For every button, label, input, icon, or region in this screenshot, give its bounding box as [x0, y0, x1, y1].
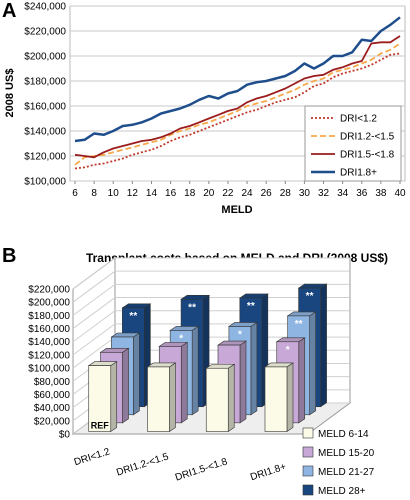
category-label: DRI1.2-<1.5	[115, 451, 170, 478]
y-tick-label: $40,000	[34, 403, 71, 414]
y-tick-label: $220,000	[28, 285, 70, 296]
bar	[205, 367, 229, 432]
x-tick-label: 26	[261, 188, 273, 199]
y-tick-label: $140,000	[28, 337, 70, 348]
x-tick-label: 38	[375, 188, 387, 199]
y-tick-label: $60,000	[34, 390, 71, 401]
x-tick-label: 12	[127, 188, 139, 199]
significance-label: **	[188, 302, 196, 313]
y-tick-label: $140,000	[24, 127, 66, 138]
series-line-0	[74, 52, 401, 170]
gridline	[72, 270, 350, 303]
series-line-1	[74, 42, 401, 166]
y-tick-label: $80,000	[34, 377, 71, 388]
gridline	[72, 323, 350, 356]
bar-side	[122, 347, 129, 424]
x-tick-label: 30	[299, 188, 311, 199]
x-tick-label: 22	[222, 188, 234, 199]
x-tick-label: 40	[394, 188, 406, 199]
legend-label: MELD 15-20	[318, 448, 375, 459]
bar-side	[191, 325, 199, 416]
x-tick-label: 16	[165, 188, 177, 199]
x-tick-label: 18	[184, 188, 196, 199]
y-tick-label: $240,000	[24, 2, 66, 13]
legend-swatch	[302, 446, 314, 458]
bar-side	[110, 361, 118, 433]
reference-label: REF	[91, 421, 110, 431]
line-chart: $100,000 $120,000 $140,000 $160,000 $180,000…	[4, 2, 406, 217]
legend-label: DRI1.2-<1.5	[340, 132, 395, 143]
gridline	[72, 257, 350, 290]
x-axis-label: MELD	[221, 204, 252, 216]
y-tick-label: $180,000	[24, 77, 66, 88]
legend-label: MELD 21-27	[318, 467, 375, 478]
bar-side	[180, 341, 188, 424]
bar	[88, 365, 112, 432]
legend-swatch	[302, 465, 314, 477]
panel-b-letter: B	[2, 245, 16, 267]
bar-side	[169, 362, 176, 433]
legend-label: DRI<1.2	[340, 114, 377, 125]
significance-label: **	[306, 291, 314, 302]
bar-side	[250, 321, 258, 416]
bar-side	[309, 311, 316, 416]
x-tick-label: 36	[356, 188, 368, 199]
legend-swatch	[302, 484, 314, 496]
x-tick-label: 20	[203, 188, 215, 199]
x-tick-label: 28	[280, 188, 292, 199]
x-tick-label: 32	[318, 188, 330, 199]
y-tick-label: $100,000	[28, 364, 70, 375]
y-tick-label: $160,000	[24, 102, 66, 113]
y-tick-label: $120,000	[24, 152, 66, 163]
y-tick-label: $0	[59, 430, 71, 441]
x-tick-label: 34	[337, 188, 349, 199]
bar-side	[286, 362, 294, 433]
legend-swatch	[302, 427, 314, 439]
panel-a-letter: A	[2, 0, 16, 22]
bar	[147, 366, 170, 432]
y-tick-label: $180,000	[28, 311, 70, 322]
bar-side	[239, 340, 247, 424]
y-tick-label: $120,000	[28, 350, 70, 361]
bar-side	[133, 332, 140, 416]
y-tick-label: $160,000	[28, 324, 70, 335]
y-tick-label: $20,000	[34, 416, 71, 427]
significance-label: *	[179, 333, 183, 344]
bar-side	[298, 337, 306, 424]
gridline	[72, 283, 350, 316]
significance-label: **	[295, 319, 303, 330]
legend-label: DRI1.8+	[340, 168, 377, 179]
y-tick-label: $200,000	[28, 298, 70, 309]
series-line-2	[74, 35, 401, 159]
bar-chart-3d: Transplant costs based on MELD and DRI (…	[28, 251, 388, 497]
bar-side	[320, 283, 327, 408]
y-tick-label: $100,000	[24, 177, 66, 188]
significance-label: *	[238, 329, 242, 340]
gridline	[72, 310, 350, 343]
x-tick-label: 14	[146, 188, 158, 199]
y-axis-label: 2008 US$	[4, 69, 16, 118]
y-tick-label: $200,000	[24, 52, 66, 63]
x-tick-label: 10	[108, 188, 120, 199]
significance-label: **	[247, 301, 255, 312]
y-tick-label: $220,000	[24, 27, 66, 38]
bar	[264, 366, 288, 432]
category-label: DRI1.8+	[249, 461, 288, 483]
x-tick-label: 24	[241, 188, 253, 199]
x-tick-label: 6	[72, 188, 78, 199]
bar-side	[227, 363, 235, 433]
gridline	[72, 297, 350, 329]
significance-label: **	[129, 311, 137, 322]
significance-label: *	[286, 345, 290, 356]
category-label: DRI<1.2	[73, 446, 112, 468]
series-line-3	[74, 16, 401, 143]
x-tick-label: 8	[91, 188, 97, 199]
category-label: DRI1.5-<1.8	[174, 456, 229, 483]
legend-label: MELD 6-14	[318, 429, 369, 440]
legend-label: DRI1.5-<1.8	[340, 150, 395, 161]
legend-label: MELD 28+	[318, 486, 366, 497]
